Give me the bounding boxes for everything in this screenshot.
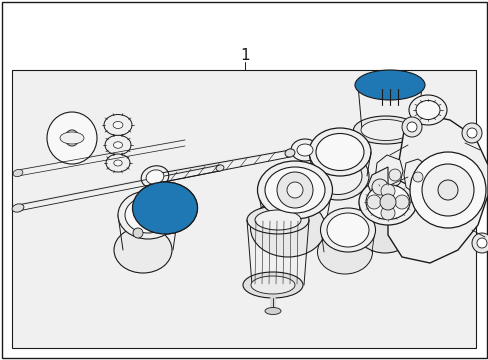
Circle shape (133, 228, 142, 238)
Circle shape (286, 182, 303, 198)
Ellipse shape (60, 132, 84, 144)
Circle shape (406, 122, 416, 132)
Ellipse shape (12, 204, 24, 212)
Circle shape (366, 195, 380, 209)
Ellipse shape (132, 182, 197, 234)
Ellipse shape (358, 179, 416, 225)
Ellipse shape (250, 276, 294, 294)
Ellipse shape (315, 134, 363, 171)
Ellipse shape (415, 100, 439, 120)
Circle shape (371, 179, 387, 195)
Ellipse shape (146, 170, 163, 184)
Circle shape (394, 195, 408, 209)
Ellipse shape (326, 213, 368, 247)
Ellipse shape (216, 165, 224, 171)
Ellipse shape (357, 71, 422, 99)
Ellipse shape (246, 206, 308, 234)
Circle shape (421, 164, 473, 216)
Ellipse shape (106, 154, 130, 172)
Polygon shape (403, 159, 431, 195)
Ellipse shape (264, 167, 325, 213)
Ellipse shape (264, 307, 281, 315)
Ellipse shape (306, 152, 368, 200)
Ellipse shape (317, 230, 372, 274)
Ellipse shape (243, 272, 303, 298)
Ellipse shape (355, 207, 413, 253)
Ellipse shape (313, 158, 361, 194)
Polygon shape (374, 155, 402, 193)
Circle shape (388, 169, 400, 181)
Ellipse shape (47, 112, 97, 164)
Circle shape (380, 206, 394, 220)
Ellipse shape (353, 116, 418, 144)
Ellipse shape (141, 166, 168, 188)
Ellipse shape (308, 128, 370, 176)
Circle shape (471, 233, 488, 253)
Ellipse shape (250, 199, 325, 257)
Ellipse shape (105, 135, 131, 155)
Ellipse shape (360, 120, 410, 140)
Ellipse shape (113, 122, 122, 129)
Circle shape (476, 238, 486, 248)
Circle shape (461, 123, 481, 143)
Circle shape (401, 117, 421, 137)
Bar (142, 194, 186, 222)
Ellipse shape (104, 114, 132, 135)
Circle shape (466, 128, 476, 138)
Ellipse shape (408, 95, 446, 125)
Ellipse shape (365, 184, 409, 220)
Circle shape (380, 184, 394, 198)
Polygon shape (387, 115, 487, 263)
Circle shape (379, 194, 395, 210)
Ellipse shape (114, 160, 122, 166)
Ellipse shape (354, 70, 424, 100)
Bar (12, 70, 475, 348)
Ellipse shape (132, 182, 197, 234)
Circle shape (409, 152, 485, 228)
Circle shape (437, 180, 457, 200)
Circle shape (276, 172, 312, 208)
Ellipse shape (113, 142, 122, 148)
Ellipse shape (290, 139, 318, 161)
Ellipse shape (13, 170, 23, 177)
Ellipse shape (65, 130, 79, 146)
Ellipse shape (254, 210, 301, 230)
Ellipse shape (296, 144, 312, 156)
Ellipse shape (118, 191, 178, 239)
Ellipse shape (320, 208, 375, 252)
Text: 1: 1 (240, 48, 249, 63)
Ellipse shape (125, 197, 171, 233)
Polygon shape (367, 167, 387, 200)
Ellipse shape (257, 161, 332, 219)
Circle shape (412, 172, 422, 182)
Ellipse shape (285, 149, 294, 157)
Ellipse shape (114, 227, 172, 273)
